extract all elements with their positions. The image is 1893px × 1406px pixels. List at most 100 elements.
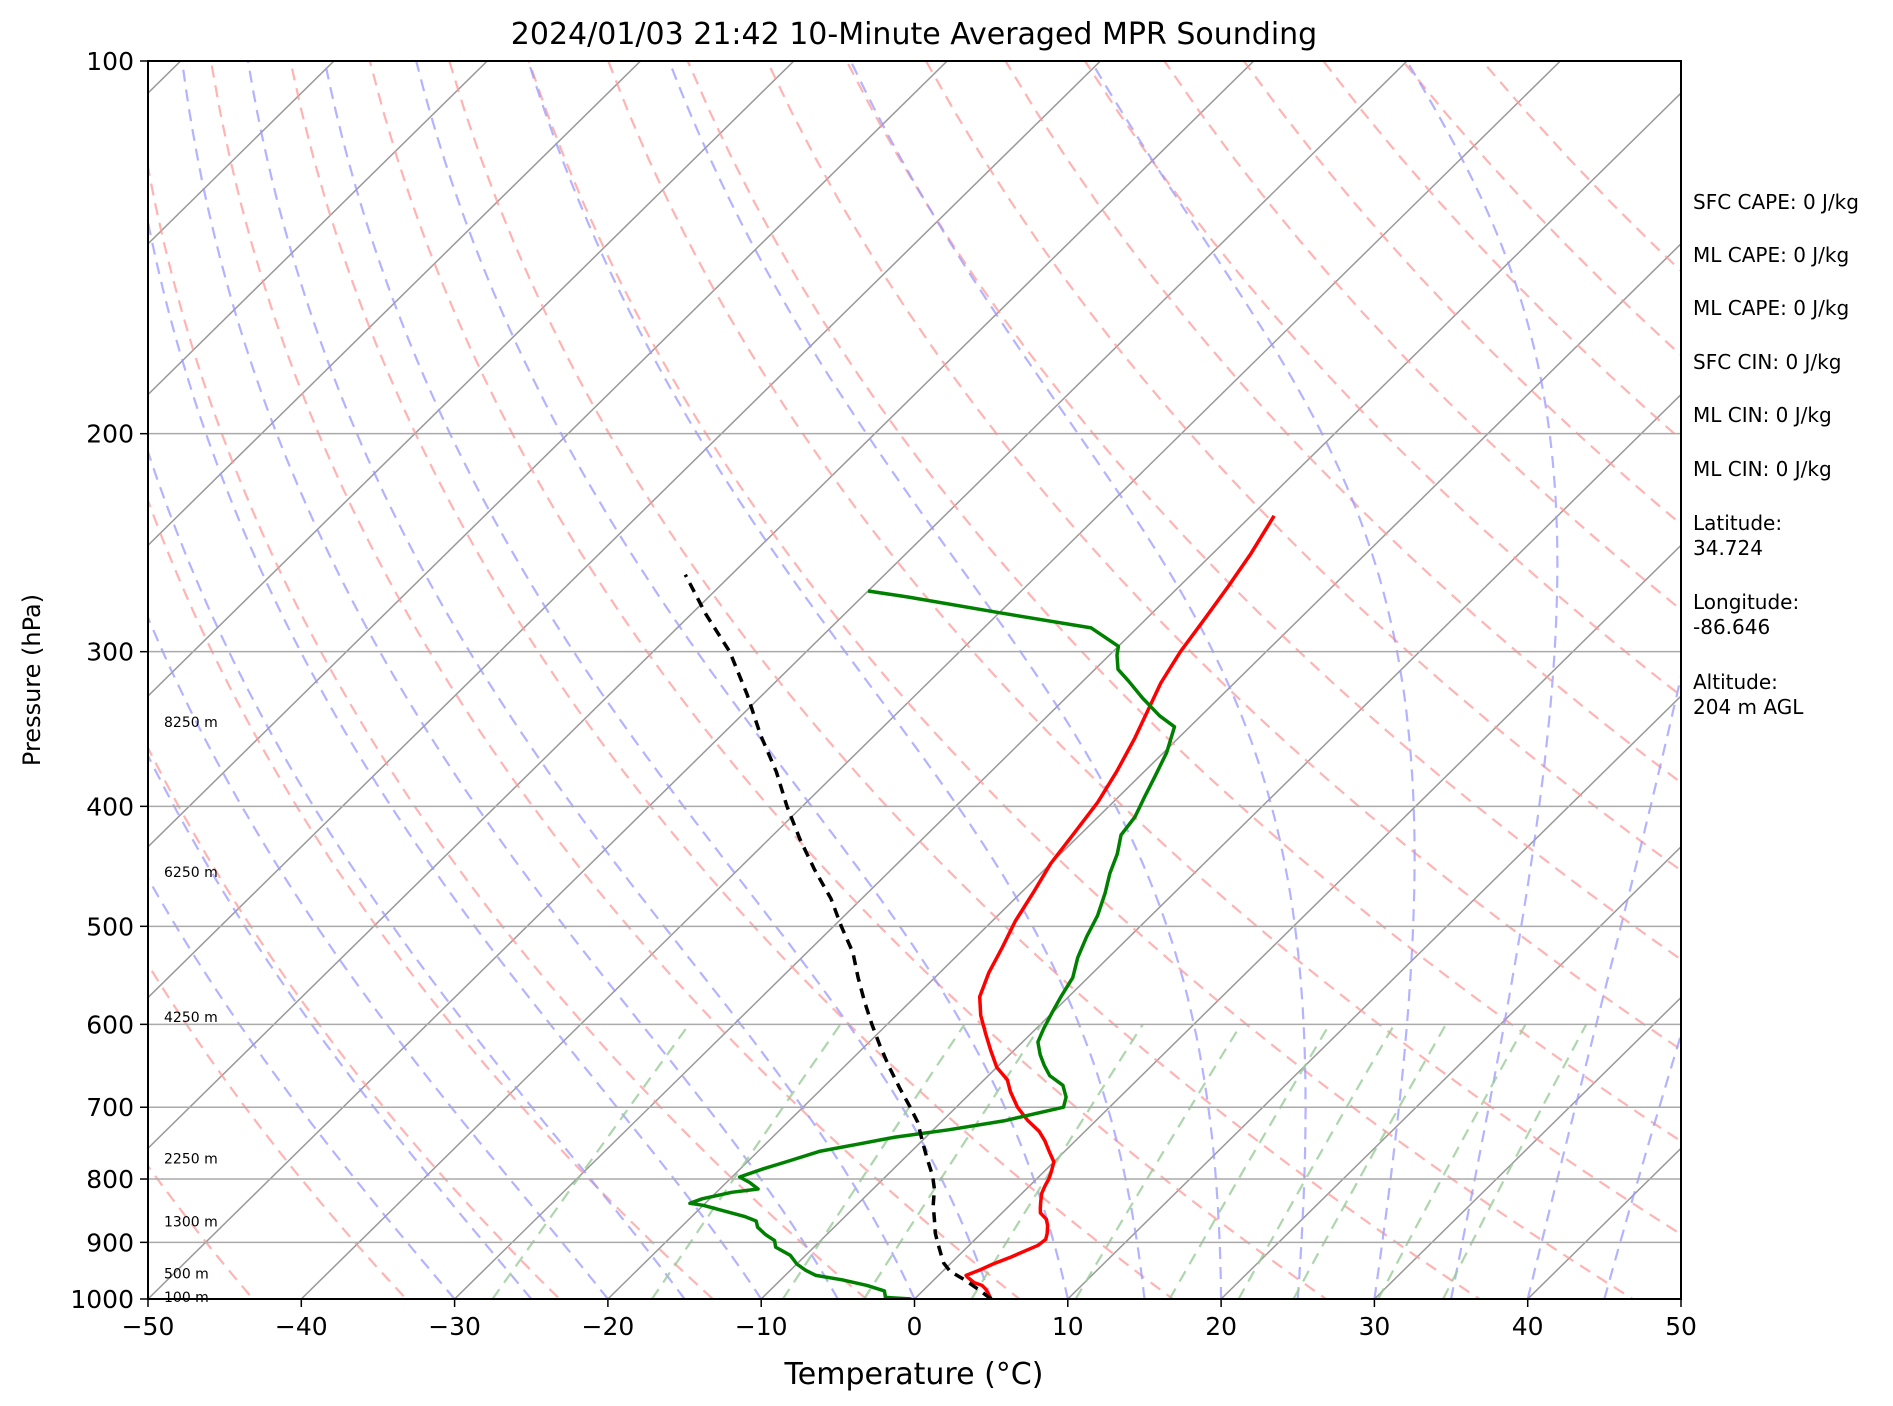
x-axis-ticks: −50 −40 −30 −20 −10 0 10 20 30 40 50 xyxy=(122,1299,1697,1341)
moist-adiabat-line xyxy=(849,61,1307,1299)
isotherm-line xyxy=(148,61,795,698)
y-tick-label: 600 xyxy=(86,1010,134,1039)
height-label: 6250 m xyxy=(164,865,218,881)
y-axis-label: Pressure (hPa) xyxy=(18,594,46,766)
latitude-value: 34.724 xyxy=(1693,536,1763,560)
x-tick-label: −30 xyxy=(428,1312,481,1341)
dry-adiabat-line xyxy=(686,61,1681,1143)
moist-adiabat-line xyxy=(1603,1030,1681,1299)
dry-adiabat-line xyxy=(148,962,408,1299)
dry-adiabat-line xyxy=(607,61,1681,1236)
altitude-value: 204 m AGL xyxy=(1693,695,1804,719)
isotherm-line xyxy=(148,61,949,848)
dry-adiabat-line xyxy=(766,61,1681,1051)
y-tick-label: 1000 xyxy=(70,1285,134,1314)
moist-adiabat-line xyxy=(148,614,609,1299)
isotherm-line xyxy=(148,61,1255,1150)
moist-adiabat-line xyxy=(527,61,1146,1299)
chart-title: 2024/01/03 21:42 10-Minute Averaged MPR … xyxy=(511,17,1317,52)
y-tick-label: 200 xyxy=(86,420,134,449)
ml-cin-stat: ML CIN: 0 J/kg xyxy=(1693,403,1832,427)
dry-adiabat-line xyxy=(1084,61,1681,698)
longitude-label: Longitude: xyxy=(1693,590,1800,614)
mixing-ratio-line xyxy=(1377,1023,1527,1299)
moist-adiabat-line xyxy=(415,61,1069,1299)
ml-cape-stat-2: ML CAPE: 0 J/kg xyxy=(1693,296,1850,320)
height-label: 8250 m xyxy=(164,715,218,731)
mixing-ratio-line xyxy=(650,1023,842,1299)
y-tick-label: 300 xyxy=(86,638,134,667)
isotherm-line xyxy=(300,61,1562,1299)
y-tick-label: 100 xyxy=(86,47,134,76)
moist-adiabat-line xyxy=(148,216,763,1299)
height-label: 2250 m xyxy=(164,1151,218,1167)
dry-adiabat-line xyxy=(148,497,715,1299)
dry-adiabat-line xyxy=(209,61,1022,1299)
sfc-cin-stat: SFC CIN: 0 J/kg xyxy=(1693,350,1842,374)
dry-adiabat-line xyxy=(527,61,1635,1299)
mixing-ratio-line xyxy=(1168,1023,1331,1299)
isotherm-line xyxy=(1220,845,1681,1299)
ml-cape-stat: ML CAPE: 0 J/kg xyxy=(1693,243,1850,267)
mixing-ratio-line xyxy=(781,1023,966,1299)
isotherm-line xyxy=(453,92,1681,1299)
dry-adiabat-line xyxy=(289,61,1175,1299)
sounding-profiles xyxy=(683,514,1276,1299)
ml-cin-stat-2: ML CIN: 0 J/kg xyxy=(1693,457,1832,481)
x-tick-label: 0 xyxy=(907,1312,923,1341)
isotherm-line xyxy=(1808,33,1893,1325)
x-tick-label: 40 xyxy=(1512,1312,1544,1341)
longitude-value: -86.646 xyxy=(1693,615,1771,639)
dry-adiabat-line xyxy=(148,161,868,1299)
moist-adiabat-line xyxy=(148,448,686,1299)
x-tick-label: 50 xyxy=(1665,1312,1697,1341)
y-tick-label: 500 xyxy=(86,912,134,941)
height-label: 1300 m xyxy=(164,1215,218,1231)
latitude-label: Latitude: xyxy=(1693,511,1783,535)
x-tick-label: −40 xyxy=(275,1312,328,1341)
isotherm-line xyxy=(148,61,1102,999)
dry-adiabat-line xyxy=(148,745,562,1299)
dry-adiabat-line xyxy=(925,61,1681,872)
x-tick-label: 20 xyxy=(1205,1312,1237,1341)
moist-adiabat-line xyxy=(246,61,916,1299)
x-axis-label: Temperature (°C) xyxy=(784,1357,1044,1392)
background-reference-lines xyxy=(148,33,1893,1325)
mixing-ratio-line xyxy=(1292,1023,1447,1299)
isotherm-line xyxy=(148,61,336,245)
y-tick-label: 800 xyxy=(86,1165,134,1194)
y-axis-ticks: 100 200 300 400 500 600 700 800 900 1000 xyxy=(70,47,148,1314)
dry-adiabat-line xyxy=(448,61,1482,1299)
moist-adiabat-line xyxy=(148,876,456,1299)
moist-adiabat-line xyxy=(1090,61,1416,1299)
y-tick-label: 700 xyxy=(86,1093,134,1122)
dry-adiabat-line xyxy=(845,61,1681,961)
dry-adiabat-line xyxy=(368,61,1329,1299)
dewpoint-profile-line xyxy=(688,589,1177,1299)
mixing-ratio-line xyxy=(1237,1023,1396,1299)
sfc-cape-stat: SFC CAPE: 0 J/kg xyxy=(1693,190,1859,214)
moist-adiabat-line xyxy=(323,61,993,1299)
x-tick-label: −10 xyxy=(735,1312,788,1341)
height-label: 100 m xyxy=(164,1290,209,1306)
pressure-gridlines xyxy=(148,432,1681,1244)
parcel-path-line xyxy=(683,573,993,1299)
isotherm-line xyxy=(1066,694,1681,1299)
isotherm-line xyxy=(760,393,1681,1299)
x-tick-label: 30 xyxy=(1358,1312,1390,1341)
y-tick-label: 900 xyxy=(86,1228,134,1257)
moist-adiabat-line xyxy=(1405,61,1559,1299)
dry-adiabat-line xyxy=(1004,61,1681,784)
moist-adiabat-line xyxy=(1526,671,1681,1299)
isotherm-line xyxy=(913,544,1681,1299)
moist-adiabat-line xyxy=(181,61,839,1299)
isotherm-line xyxy=(1373,996,1681,1299)
x-tick-label: −50 xyxy=(122,1312,175,1341)
isotherm-line xyxy=(148,61,642,547)
height-label: 4250 m xyxy=(164,1010,218,1026)
x-tick-label: 10 xyxy=(1052,1312,1084,1341)
isotherm-line xyxy=(606,242,1681,1299)
moist-adiabat-line xyxy=(668,61,1223,1299)
mixing-ratio-line xyxy=(1442,1023,1588,1299)
